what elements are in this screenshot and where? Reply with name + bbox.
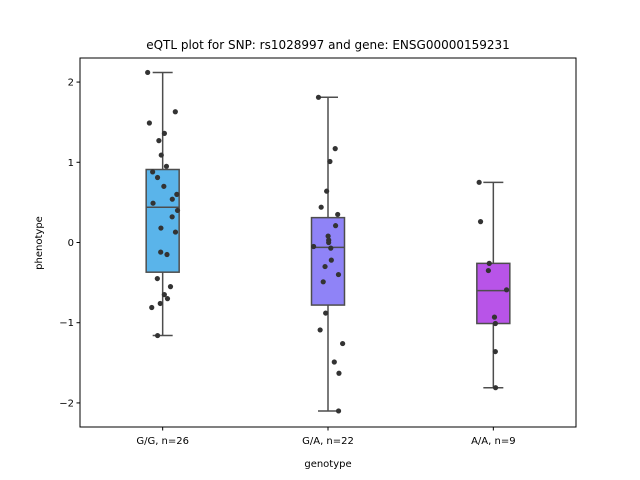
data-point xyxy=(335,211,341,218)
data-point xyxy=(174,191,180,197)
data-point xyxy=(158,249,164,255)
data-point xyxy=(154,332,161,339)
y-tick-label: 1 xyxy=(68,158,74,169)
data-point xyxy=(150,200,156,206)
data-point xyxy=(335,408,342,414)
chart-title: eQTL plot for SNP: rs1028997 and gene: E… xyxy=(146,38,510,52)
data-point xyxy=(323,310,329,316)
data-point xyxy=(145,69,151,76)
y-tick-label: −2 xyxy=(59,398,74,409)
data-point xyxy=(310,243,317,250)
data-point xyxy=(328,257,334,263)
data-point xyxy=(327,158,333,165)
data-point xyxy=(156,138,162,144)
data-point xyxy=(485,267,491,274)
y-tick-label: −1 xyxy=(59,318,74,329)
plot-frame xyxy=(79,57,577,428)
data-point xyxy=(158,152,164,158)
x-tick-label: A/A, n=9 xyxy=(471,436,516,447)
x-tick-label: G/G, n=26 xyxy=(136,436,189,447)
data-point xyxy=(322,263,328,270)
y-axis-title: phenotype xyxy=(34,216,45,270)
data-point xyxy=(324,188,330,194)
data-point xyxy=(161,183,167,189)
data-point xyxy=(476,179,482,185)
data-point xyxy=(161,292,167,298)
data-point xyxy=(317,327,323,333)
data-point xyxy=(320,279,326,285)
y-tick-label: 2 xyxy=(68,78,74,89)
data-point xyxy=(328,245,334,251)
data-point xyxy=(477,219,484,225)
data-point xyxy=(174,207,181,214)
data-point xyxy=(164,296,171,302)
data-point xyxy=(154,174,161,181)
data-point xyxy=(491,314,498,320)
data-point xyxy=(340,340,346,347)
data-point xyxy=(172,109,178,115)
data-point xyxy=(503,287,510,293)
data-point xyxy=(492,348,498,355)
x-axis-title: genotype xyxy=(304,459,351,470)
data-point xyxy=(326,239,332,246)
data-point xyxy=(336,370,342,376)
data-point xyxy=(163,163,170,169)
data-point xyxy=(161,130,168,137)
data-point xyxy=(154,275,160,282)
data-point xyxy=(331,359,337,365)
box-3 xyxy=(476,262,511,325)
data-point xyxy=(492,320,498,327)
x-tick-label: G/A, n=22 xyxy=(302,436,354,447)
data-point xyxy=(315,94,322,100)
data-point xyxy=(492,385,499,391)
data-point xyxy=(169,196,175,202)
data-point xyxy=(157,300,163,307)
data-point xyxy=(167,284,174,290)
data-point xyxy=(332,146,338,152)
data-point xyxy=(158,225,164,231)
data-point xyxy=(146,120,152,126)
data-point xyxy=(169,214,175,220)
y-tick-label: 0 xyxy=(68,238,74,249)
data-point xyxy=(332,223,339,229)
data-point xyxy=(325,233,331,239)
data-point xyxy=(318,204,324,210)
data-point xyxy=(335,271,342,278)
data-point xyxy=(486,260,492,266)
data-point xyxy=(150,169,156,175)
data-point xyxy=(164,251,170,258)
box-2 xyxy=(310,216,346,306)
data-point xyxy=(149,304,155,311)
data-point xyxy=(172,229,179,235)
